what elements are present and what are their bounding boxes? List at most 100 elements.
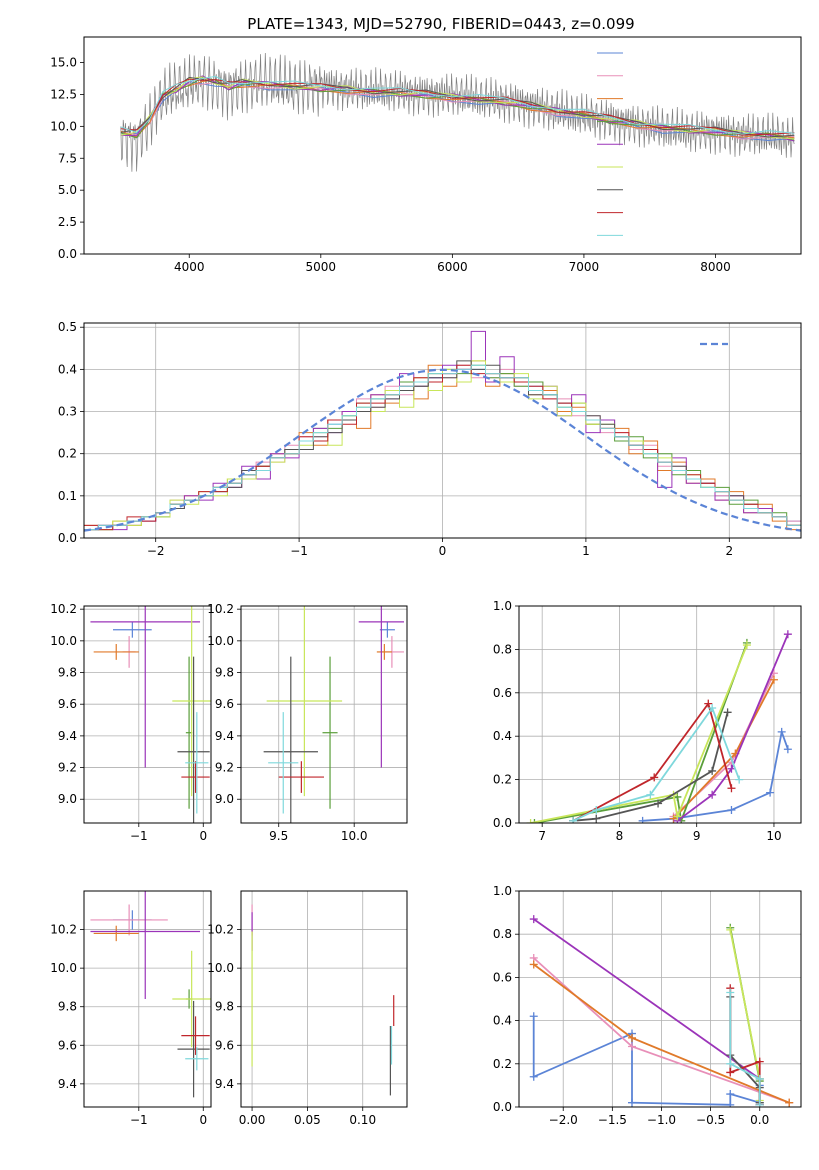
y-tick-label: 9.0 [58, 792, 77, 806]
x-tick-label: −0.5 [696, 1113, 725, 1127]
weight-marker [704, 699, 713, 708]
weight-marker [526, 819, 535, 823]
y-tick-label: 9.6 [215, 1038, 234, 1052]
panel-age_vs_mass: 9.5 10.0 9.0 9.2 9.4 9.6 9.8 10.0 10.2 [207, 602, 408, 843]
x-tick-label: 2 [725, 544, 733, 558]
weight-line [573, 712, 729, 822]
weight-marker [708, 703, 717, 712]
x-tick-label: −1 [130, 829, 148, 843]
weight-marker [769, 675, 778, 684]
weight-line [676, 633, 789, 822]
weight-marker [726, 925, 735, 934]
x-tick-label: −1 [290, 544, 308, 558]
x-tick-label: 1 [582, 544, 590, 558]
y-tick-label: 9.0 [215, 792, 234, 806]
x-tick-label: 9 [693, 829, 701, 843]
x-tick-label: 10.0 [341, 829, 368, 843]
y-tick-label: 10.2 [207, 602, 234, 616]
weight-marker [673, 812, 682, 821]
weight-marker [529, 1072, 538, 1081]
weight-marker [727, 805, 736, 814]
y-tick-label: 0.2 [58, 447, 77, 461]
y-tick-label: 5.0 [58, 183, 77, 197]
model-spectrum [120, 76, 795, 138]
weight-marker [529, 960, 538, 969]
axes-frame [83, 36, 802, 255]
model-spectrum [120, 77, 795, 141]
panel-spectrum: 4000 5000 6000 7000 8000 0.0 2.5 5.0 7.5 10.0 12.5… [50, 36, 802, 274]
model-spectrum [120, 75, 795, 135]
weight-marker [529, 915, 538, 924]
x-tick-label: 9.5 [269, 829, 288, 843]
x-tick-label: 6000 [437, 260, 468, 274]
plot-area [251, 904, 395, 1096]
x-tick-label: 4000 [174, 260, 205, 274]
weight-marker [783, 630, 792, 639]
y-tick-label: 0.4 [493, 729, 512, 743]
y-tick-label: 10.2 [50, 602, 77, 616]
y-tick-label: 9.6 [215, 697, 234, 711]
x-tick-label: −2.0 [549, 1113, 578, 1127]
weight-marker [650, 773, 659, 782]
weight-marker [742, 641, 751, 650]
y-tick-label: 9.4 [215, 729, 234, 743]
panel-mass_vs_ebv: 0.00 0.05 0.10 9.4 9.6 9.8 10.0 10.2 [207, 890, 408, 1127]
y-tick-label: 0.0 [493, 1100, 512, 1114]
weight-marker [654, 799, 663, 808]
weight-marker [592, 814, 601, 823]
y-tick-label: 9.4 [215, 1077, 234, 1091]
y-tick-label: 9.8 [215, 666, 234, 680]
y-tick-label: 2.5 [58, 215, 77, 229]
weight-marker [627, 1033, 636, 1042]
weight-marker [638, 816, 647, 823]
panel-weight_vs_age: 7 8 9 10 0.0 0.2 0.4 0.6 0.8 1.0 [493, 599, 802, 843]
y-tick-label: 9.4 [58, 1077, 77, 1091]
y-tick-label: 7.5 [58, 151, 77, 165]
y-tick-label: 9.8 [215, 1000, 234, 1014]
y-tick-label: 10.0 [50, 119, 77, 133]
x-tick-label: 0.0 [750, 1113, 769, 1127]
axes-frame [518, 605, 802, 824]
weight-marker [646, 790, 655, 799]
weight-line [530, 644, 748, 823]
x-tick-label: 7000 [569, 260, 600, 274]
x-tick-label: 0 [439, 544, 447, 558]
x-tick-label: 0 [199, 1113, 207, 1127]
weight-marker [627, 1042, 636, 1051]
weight-marker [766, 788, 775, 797]
plot-area [529, 915, 794, 1107]
panel-mass_vs_Z: −1 0 9.4 9.6 9.8 10.0 10.2 [50, 890, 212, 1127]
weight-marker [708, 766, 717, 775]
weight-marker [777, 727, 786, 736]
y-tick-label: 10.0 [50, 634, 77, 648]
y-tick-label: 0.6 [493, 970, 512, 984]
residual-histogram [84, 364, 801, 531]
weight-marker [783, 745, 792, 754]
plot-area [526, 630, 792, 823]
x-tick-label: 0.10 [349, 1113, 376, 1127]
weight-marker [723, 708, 732, 717]
y-tick-label: 10.0 [207, 961, 234, 975]
figure-title: PLATE=1343, MJD=52790, FIBERID=0443, z=0… [247, 15, 634, 33]
x-tick-label: −1 [130, 1113, 148, 1127]
weight-marker [569, 816, 578, 823]
y-tick-label: 9.4 [58, 729, 77, 743]
model-spectrum [120, 78, 795, 136]
y-tick-label: 0.0 [58, 247, 77, 261]
panel-age_vs_Z: −1 0 9.0 9.2 9.4 9.6 9.8 10.0 10.2 [50, 602, 212, 843]
weight-marker [708, 790, 717, 799]
x-tick-label: 8000 [700, 260, 731, 274]
y-tick-label: 9.8 [58, 666, 77, 680]
weight-line [532, 1016, 761, 1106]
model-spectrum [120, 79, 795, 139]
axes-frame [518, 890, 802, 1108]
weight-marker [726, 1090, 735, 1099]
axes-frame [83, 890, 212, 1108]
weight-marker [726, 1068, 735, 1077]
y-tick-label: 12.5 [50, 87, 77, 101]
y-tick-label: 10.0 [207, 634, 234, 648]
axes-frame [240, 605, 408, 824]
y-tick-label: 10.2 [50, 923, 77, 937]
y-tick-label: 0.4 [493, 1014, 512, 1028]
